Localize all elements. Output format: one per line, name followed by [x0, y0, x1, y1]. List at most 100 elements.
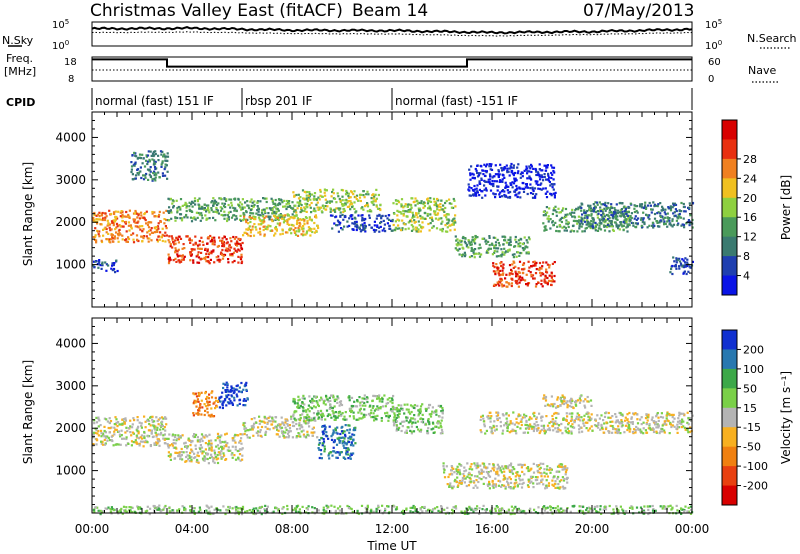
heatmap-cell	[207, 256, 210, 259]
heatmap-cell	[675, 219, 678, 222]
heatmap-cell	[112, 263, 115, 267]
heatmap-cell	[537, 172, 540, 175]
heatmap-cell	[615, 224, 618, 227]
heatmap-cell	[244, 384, 248, 387]
heatmap-cell	[556, 427, 559, 430]
heatmap-cell	[138, 442, 141, 445]
heatmap-cell	[489, 247, 492, 250]
heatmap-cell	[295, 436, 298, 439]
heatmap-cell	[320, 453, 323, 456]
heatmap-cell	[682, 412, 685, 415]
heatmap-cell	[483, 425, 486, 428]
heatmap-cell	[640, 423, 643, 426]
heatmap-cell	[138, 217, 141, 220]
heatmap-cell	[219, 436, 222, 439]
heatmap-cell	[546, 190, 549, 193]
heatmap-cell	[152, 163, 155, 166]
heatmap-cell	[552, 183, 556, 186]
heatmap-cell	[275, 215, 278, 218]
heatmap-cell	[398, 219, 401, 222]
heatmap-cell	[345, 452, 348, 455]
heatmap-cell	[614, 428, 617, 431]
heatmap-cell	[239, 214, 242, 217]
heatmap-cell	[144, 439, 147, 442]
heatmap-cell	[634, 225, 637, 229]
heatmap-cell	[490, 431, 493, 434]
heatmap-cell	[334, 418, 337, 421]
heatmap-cell	[603, 207, 606, 210]
heatmap-cell	[680, 420, 683, 423]
heatmap-cell	[327, 454, 330, 457]
heatmap-cell	[130, 233, 133, 236]
heatmap-cell	[496, 189, 499, 192]
heatmap-cell	[250, 204, 253, 207]
heatmap-cell	[131, 173, 134, 176]
heatmap-cell	[545, 164, 548, 167]
heatmap-cell	[395, 406, 398, 410]
heatmap-cell	[562, 417, 565, 420]
heatmap-cell	[503, 424, 506, 427]
plot-title: Christmas Valley East (fitACF)	[90, 1, 343, 21]
heatmap-cell	[129, 419, 132, 422]
heatmap-cell	[242, 404, 245, 407]
heatmap-cell	[327, 413, 330, 416]
heatmap-cell	[315, 229, 318, 232]
heatmap-cell	[319, 449, 323, 452]
heatmap-cell	[595, 424, 598, 427]
heatmap-cell	[204, 258, 207, 261]
heatmap-cell	[364, 226, 367, 229]
heatmap-cell	[488, 165, 491, 168]
heatmap-cell	[388, 218, 391, 221]
heatmap-cell	[534, 196, 537, 199]
heatmap-cell	[142, 174, 145, 177]
heatmap-cell	[678, 212, 681, 216]
heatmap-cell	[322, 438, 325, 441]
heatmap-cell	[513, 253, 516, 256]
heatmap-cell	[325, 189, 328, 192]
heatmap-cell	[420, 428, 423, 431]
heatmap-cell	[620, 419, 623, 422]
heatmap-cell	[300, 233, 303, 236]
heatmap-cell	[565, 412, 568, 415]
heatmap-cell	[543, 429, 546, 433]
heatmap-cell	[167, 451, 170, 454]
heatmap-cell	[120, 210, 123, 213]
heatmap-cell	[364, 205, 367, 208]
heatmap-cell	[338, 436, 341, 439]
heatmap-cell	[243, 427, 246, 430]
heatmap-cell	[294, 227, 297, 230]
heatmap-cell	[163, 234, 166, 237]
heatmap-cell	[273, 426, 277, 429]
heatmap-cell	[339, 221, 342, 224]
heatmap-cell	[583, 424, 586, 427]
heatmap-cell	[212, 204, 215, 207]
heatmap-cell	[219, 445, 223, 448]
heatmap-cell	[608, 431, 611, 434]
heatmap-cell	[363, 221, 366, 225]
heatmap-cell	[352, 444, 355, 447]
heatmap-cell	[559, 429, 562, 432]
heatmap-cell	[400, 198, 404, 201]
heatmap-cell	[311, 407, 314, 410]
colorbar-swatch	[722, 256, 737, 277]
heatmap-cell	[225, 238, 228, 241]
heatmap-cell	[521, 181, 524, 185]
heatmap-cell	[630, 416, 633, 419]
heatmap-cell	[575, 207, 578, 210]
heatmap-cell	[228, 397, 231, 401]
heatmap-cell	[274, 225, 278, 229]
heatmap-cell	[328, 425, 331, 428]
heatmap-cell	[524, 186, 527, 189]
heatmap-cell	[548, 264, 551, 267]
heatmap-cell	[99, 218, 102, 221]
heatmap-cell	[297, 218, 300, 221]
heatmap-cell	[639, 203, 642, 206]
heatmap-cell	[495, 428, 498, 431]
heatmap-cell	[361, 404, 364, 407]
heatmap-cell	[97, 213, 100, 216]
heatmap-cell	[354, 222, 357, 225]
heatmap-cell	[188, 205, 191, 208]
heatmap-cell	[535, 416, 538, 419]
heatmap-cell	[115, 259, 118, 262]
heatmap-cell	[194, 401, 197, 404]
